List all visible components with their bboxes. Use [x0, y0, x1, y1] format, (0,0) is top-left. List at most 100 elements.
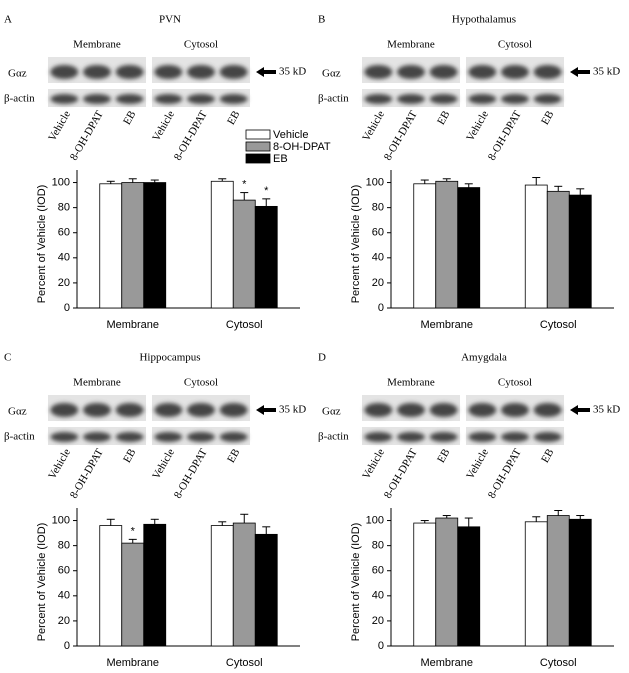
bar [413, 522, 437, 647]
lane-label: Vehicle [464, 109, 491, 144]
blot-band [429, 432, 458, 442]
legend-swatch [245, 129, 271, 140]
legend-label: Vehicle [273, 129, 308, 141]
blot-band [187, 403, 215, 417]
lane-label: EB [225, 109, 242, 127]
marker-arrow [256, 405, 276, 415]
blot-band [83, 94, 111, 104]
panel: B Hypothalamus Membrane Cytosol Gαz β-actin 35… [318, 14, 620, 331]
blot-band [429, 94, 458, 104]
x-tick-label: Cytosol [226, 657, 263, 669]
significance-marker: * [131, 525, 136, 537]
blot-band [364, 94, 393, 104]
x-tick-label: Membrane [420, 319, 473, 331]
blot-band [468, 432, 497, 442]
blot-band [115, 432, 144, 442]
blot-row-label: Gαz [8, 406, 27, 418]
marker-arrow [570, 405, 590, 415]
blot-row-label: β-actin [318, 93, 349, 105]
blot-band [397, 432, 425, 442]
lane-label: 8-OH-DPAT [486, 447, 524, 501]
lane-label: 8-OH-DPAT [172, 109, 210, 163]
blot-band [468, 403, 497, 417]
panel: C Hippocampus Membrane Cytosol Gαz β-actin 35 … [4, 352, 306, 669]
y-tick-label: 80 [372, 540, 384, 552]
y-tick-label: 100 [52, 176, 70, 188]
lane-label: 8-OH-DPAT [486, 109, 524, 163]
blot-band [154, 65, 183, 79]
y-axis-label: Percent of Vehicle (IOD) [36, 185, 48, 304]
bar [143, 182, 167, 309]
bar [121, 542, 145, 647]
y-tick-label: 100 [366, 514, 384, 526]
blot-band [501, 94, 529, 104]
bar [568, 194, 592, 309]
blot-band [468, 65, 497, 79]
blot-band [501, 65, 529, 79]
legend-label: EB [273, 153, 288, 165]
lane-label: EB [121, 447, 138, 465]
bar [457, 526, 481, 647]
blot-band [50, 403, 79, 417]
blot-band [154, 403, 183, 417]
panel: D Amygdala Membrane Cytosol Gαz β-actin 35 kD V… [318, 352, 620, 669]
y-tick-label: 60 [58, 227, 70, 239]
y-axis-label: Percent of Vehicle (IOD) [36, 523, 48, 642]
blot-band [501, 432, 529, 442]
legend-label: 8-OH-DPAT [273, 141, 331, 153]
y-tick-label: 20 [58, 615, 70, 627]
blot-band [219, 65, 248, 79]
legend-swatch [245, 153, 271, 164]
y-tick-label: 20 [372, 615, 384, 627]
lane-label: EB [435, 447, 452, 465]
blot-band [533, 94, 562, 104]
panel-title: PVN [159, 14, 181, 26]
y-tick-label: 0 [378, 302, 384, 314]
panel-title: Hippocampus [139, 352, 200, 364]
lane-label: Vehicle [464, 447, 491, 482]
y-tick-label: 80 [58, 202, 70, 214]
blot-band [429, 65, 458, 79]
bar [524, 184, 548, 309]
blot-band [219, 432, 248, 442]
x-tick-label: Membrane [420, 657, 473, 669]
panel-letter: C [4, 352, 11, 364]
y-axis-label: Percent of Vehicle (IOD) [350, 523, 362, 642]
x-tick-label: Membrane [106, 319, 159, 331]
lane-label: 8-OH-DPAT [68, 447, 106, 501]
bar [143, 523, 167, 647]
panel-letter: D [318, 352, 326, 364]
lane-label: EB [539, 447, 556, 465]
blot-band [533, 432, 562, 442]
bar [121, 182, 145, 309]
x-tick-label: Membrane [106, 657, 159, 669]
bar [99, 183, 123, 309]
marker-label: 35 kD [593, 404, 620, 416]
y-tick-label: 20 [372, 277, 384, 289]
y-tick-label: 20 [58, 277, 70, 289]
bar [524, 521, 548, 647]
panel-title: Hypothalamus [452, 14, 516, 26]
bar [435, 517, 459, 647]
blot-group-label: Cytosol [184, 39, 218, 51]
blot-band [397, 94, 425, 104]
marker-arrow [256, 67, 276, 77]
blot-group-label: Membrane [73, 377, 121, 389]
blot-band [187, 432, 215, 442]
blot-band [115, 65, 144, 79]
y-tick-label: 80 [372, 202, 384, 214]
lane-label: 8-OH-DPAT [68, 109, 106, 163]
lane-label: 8-OH-DPAT [382, 447, 420, 501]
blot-band [187, 65, 215, 79]
y-tick-label: 100 [366, 176, 384, 188]
blot-band [83, 65, 111, 79]
panel-letter: B [318, 14, 325, 26]
bar [210, 180, 234, 309]
y-tick-label: 100 [52, 514, 70, 526]
blot-band [154, 432, 183, 442]
panel-title: Amygdala [461, 352, 507, 364]
blot-band [533, 403, 562, 417]
blot-group-label: Membrane [73, 39, 121, 51]
blot-band [187, 94, 215, 104]
